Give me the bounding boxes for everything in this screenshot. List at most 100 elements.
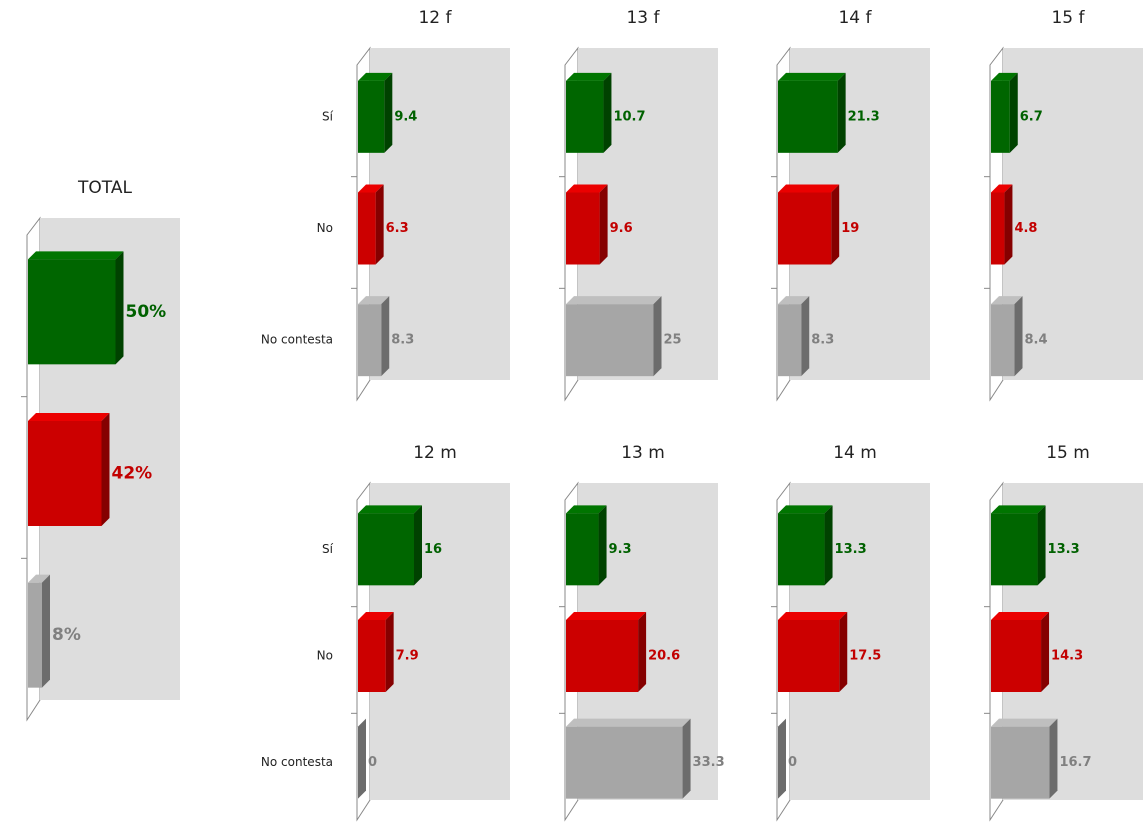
bar-front [778,304,802,377]
bar-side [385,612,394,692]
bar-front [991,620,1042,692]
bar-side [42,574,50,688]
bar [358,184,384,265]
bar-top [358,505,422,514]
bar [28,574,50,688]
bar-front [358,192,376,265]
bar [28,413,110,526]
bar-top [991,184,1013,193]
panel-title: 13 m [621,443,665,463]
bar-side [358,718,366,799]
bar-side [778,718,786,799]
bar-front [778,192,832,265]
value-label: 9.3 [609,542,632,557]
bar-front [991,80,1010,153]
bar-side [1014,296,1023,377]
bar-side [653,296,662,377]
bar-top [566,296,662,305]
value-label: 13.3 [835,542,867,557]
category-label: No contesta [261,333,333,347]
panel-title: TOTAL [77,178,132,198]
bar-front [566,80,604,153]
bar [991,296,1023,377]
bar-side [414,505,422,586]
bar-top [566,612,647,620]
bar-top [991,612,1050,620]
bar-top [358,184,384,193]
value-label: 14.3 [1051,649,1083,664]
bar-top [991,718,1058,727]
value-label: 9.4 [394,109,417,124]
panel-title: 13 f [626,8,660,28]
bar-front [358,80,385,153]
bar-front [991,513,1038,586]
bar [778,612,848,692]
value-label: 13.3 [1048,542,1080,557]
bar-front [28,582,42,688]
bar [358,72,393,153]
bar-side [839,612,848,692]
bar-side [1037,505,1046,586]
bar [566,184,608,265]
back-wall [1003,48,1143,380]
bar-side [384,72,393,153]
bar-front [778,513,825,586]
panel-title: 15 m [1046,443,1090,463]
bar-side [375,184,384,265]
bar-top [358,612,394,620]
bar-side [599,184,608,265]
bar-side [381,296,390,377]
value-label: 16.7 [1059,755,1091,770]
value-label: 17.5 [849,649,881,664]
value-label: 8.4 [1025,333,1048,348]
bar-side [1041,612,1050,692]
bar-top [566,505,607,514]
panel-title: 14 m [833,443,877,463]
bar [991,718,1058,799]
bar-front [991,192,1005,265]
bar-top [28,574,50,583]
category-label: No contesta [261,755,333,769]
bar-front [358,304,382,377]
value-label: 6.3 [386,221,409,236]
bar [778,72,846,153]
bar [566,296,662,377]
bar-top [28,413,110,421]
bar-top [566,718,691,727]
value-label: 33.3 [693,755,725,770]
bar-top [778,184,840,193]
bar-top [778,505,833,514]
bar [991,612,1050,692]
bar-top [358,296,390,305]
value-label: 0 [368,755,377,770]
bar-top [991,72,1018,81]
value-label: 25 [664,333,682,348]
bar-side [603,72,612,153]
panel-title: 15 f [1051,8,1085,28]
category-label: No [317,221,333,235]
bar-side [638,612,647,692]
bar-side [801,296,810,377]
bar-side [682,718,691,799]
bar-front [566,620,639,692]
bar [566,505,607,586]
value-label: 4.8 [1014,221,1037,236]
bar [991,184,1013,265]
bar-front [566,726,683,799]
value-label: 42% [112,464,153,484]
bar-front [358,513,414,586]
bar [778,505,833,586]
bar-side [1009,72,1018,153]
bar-side [1049,718,1058,799]
bar-top [778,72,846,81]
value-label: 9.6 [610,221,633,236]
bar-top [358,72,393,81]
bar-front [566,192,600,265]
bar-side [837,72,846,153]
bar [358,612,394,692]
bar-top [28,251,124,260]
bar-side [101,413,110,526]
bar-top [991,505,1046,514]
bar-top [778,612,848,620]
panel-title: 12 m [413,443,457,463]
